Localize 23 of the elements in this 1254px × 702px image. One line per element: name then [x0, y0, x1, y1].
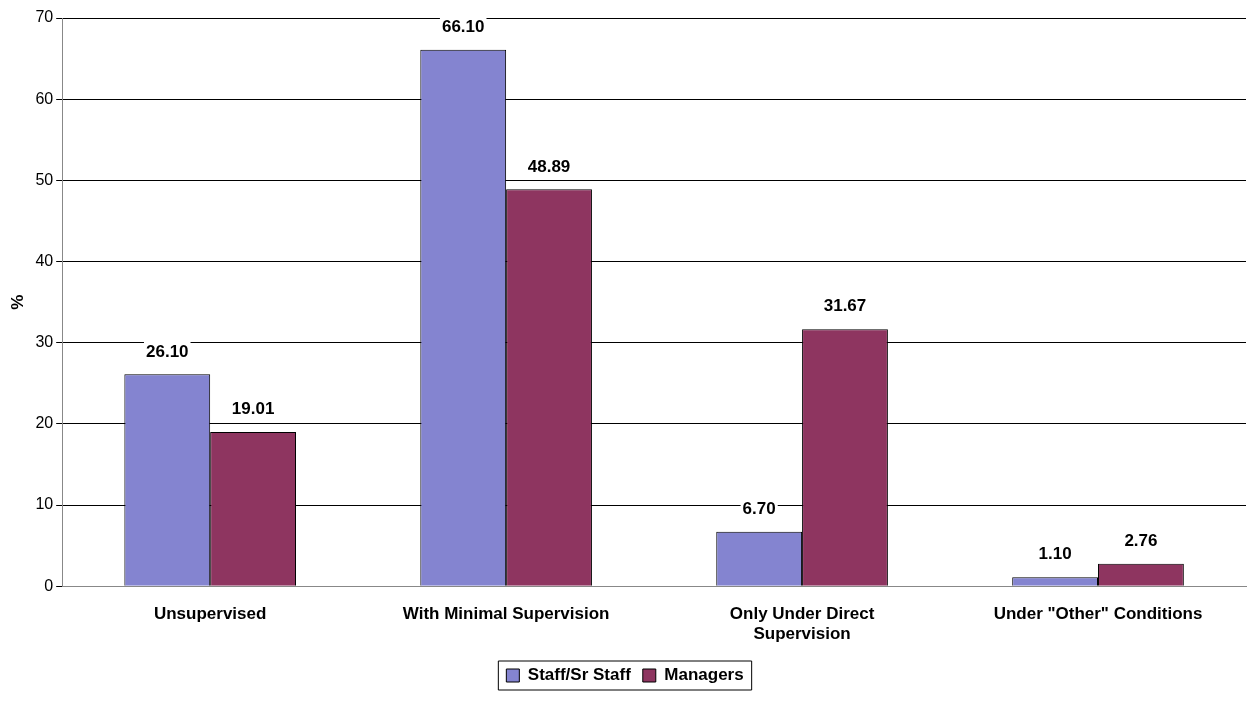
x-tick-label: With Minimal Supervision: [402, 604, 610, 624]
data-label: 66.10: [441, 16, 485, 36]
x-tick-label: Only Under Direct Supervision: [729, 604, 875, 644]
y-tick-label: 30: [35, 333, 54, 351]
y-tick-label: 50: [35, 170, 54, 188]
y-tick-label: 60: [35, 89, 54, 107]
x-tick-label: Unsupervised: [153, 604, 267, 624]
y-tick-label: 70: [35, 8, 54, 26]
y-tick-label: 0: [44, 576, 54, 594]
data-label: 1.10: [1038, 544, 1072, 564]
y-tick-label: 40: [35, 251, 54, 269]
y-tick-label: 20: [35, 414, 54, 432]
data-label: 19.01: [231, 399, 275, 419]
data-label: 6.70: [742, 499, 776, 518]
y-tick-label: 10: [35, 495, 54, 513]
legend-label: Managers: [664, 665, 744, 685]
x-tick-label: Under "Other" Conditions: [993, 604, 1203, 624]
data-label: 2.76: [1124, 530, 1158, 550]
legend-label: Staff/Sr Staff: [527, 665, 632, 685]
data-label: 31.67: [823, 296, 867, 316]
y-axis-title: %: [7, 294, 27, 310]
data-label: 48.89: [527, 156, 571, 176]
data-label: 26.10: [145, 341, 189, 361]
